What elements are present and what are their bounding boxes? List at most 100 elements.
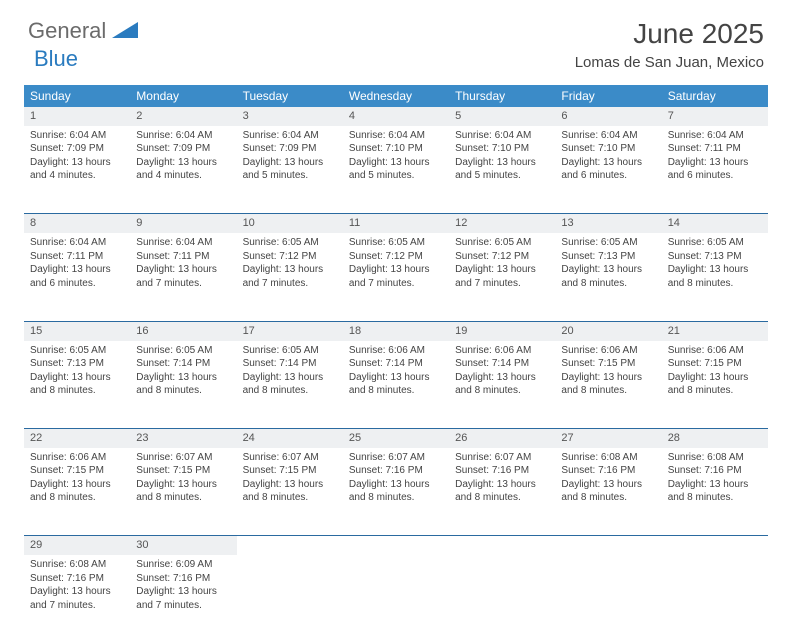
sunrise-line: Sunrise: 6:04 AM [349, 129, 443, 143]
day-body-cell [662, 555, 768, 643]
day-body: Sunrise: 6:06 AMSunset: 7:15 PMDaylight:… [555, 341, 661, 409]
week-body-row: Sunrise: 6:04 AMSunset: 7:09 PMDaylight:… [24, 126, 768, 214]
day-number-cell: 2 [130, 107, 236, 126]
day-body: Sunrise: 6:05 AMSunset: 7:12 PMDaylight:… [343, 233, 449, 301]
sunset-line: Sunset: 7:13 PM [30, 357, 124, 371]
day-number-cell [555, 536, 661, 555]
day-body: Sunrise: 6:06 AMSunset: 7:15 PMDaylight:… [662, 341, 768, 409]
day-body-cell: Sunrise: 6:06 AMSunset: 7:14 PMDaylight:… [449, 341, 555, 429]
day-number-cell [237, 536, 343, 555]
day-body-cell: Sunrise: 6:05 AMSunset: 7:13 PMDaylight:… [662, 233, 768, 321]
day-number-cell: 24 [237, 429, 343, 448]
sunset-line: Sunset: 7:16 PM [561, 464, 655, 478]
day-body: Sunrise: 6:04 AMSunset: 7:09 PMDaylight:… [24, 126, 130, 194]
daylight-line: Daylight: 13 hours and 7 minutes. [136, 263, 230, 290]
sunset-line: Sunset: 7:11 PM [136, 250, 230, 264]
sunset-line: Sunset: 7:10 PM [561, 142, 655, 156]
sunrise-line: Sunrise: 6:04 AM [136, 129, 230, 143]
day-body-cell: Sunrise: 6:06 AMSunset: 7:15 PMDaylight:… [24, 448, 130, 536]
week-num-row: 1234567 [24, 107, 768, 126]
day-number-cell: 22 [24, 429, 130, 448]
sunrise-line: Sunrise: 6:07 AM [136, 451, 230, 465]
day-number-cell [449, 536, 555, 555]
day-body-cell: Sunrise: 6:08 AMSunset: 7:16 PMDaylight:… [24, 555, 130, 643]
day-body-cell: Sunrise: 6:04 AMSunset: 7:10 PMDaylight:… [343, 126, 449, 214]
sunrise-line: Sunrise: 6:07 AM [243, 451, 337, 465]
daylight-line: Daylight: 13 hours and 8 minutes. [455, 478, 549, 505]
sunrise-line: Sunrise: 6:05 AM [668, 236, 762, 250]
sunset-line: Sunset: 7:15 PM [561, 357, 655, 371]
day-body-cell: Sunrise: 6:04 AMSunset: 7:11 PMDaylight:… [24, 233, 130, 321]
week-num-row: 22232425262728 [24, 429, 768, 448]
daylight-line: Daylight: 13 hours and 4 minutes. [30, 156, 124, 183]
sunrise-line: Sunrise: 6:06 AM [30, 451, 124, 465]
week-num-row: 15161718192021 [24, 321, 768, 340]
week-body-row: Sunrise: 6:05 AMSunset: 7:13 PMDaylight:… [24, 341, 768, 429]
location-label: Lomas de San Juan, Mexico [575, 54, 764, 71]
day-body: Sunrise: 6:07 AMSunset: 7:15 PMDaylight:… [237, 448, 343, 516]
sunrise-line: Sunrise: 6:04 AM [455, 129, 549, 143]
logo-text-general: General [28, 18, 106, 44]
sunset-line: Sunset: 7:12 PM [243, 250, 337, 264]
day-number-cell: 27 [555, 429, 661, 448]
daylight-line: Daylight: 13 hours and 7 minutes. [30, 585, 124, 612]
sunset-line: Sunset: 7:14 PM [243, 357, 337, 371]
day-number-cell: 9 [130, 214, 236, 233]
day-body-cell: Sunrise: 6:06 AMSunset: 7:15 PMDaylight:… [662, 341, 768, 429]
sunrise-line: Sunrise: 6:08 AM [561, 451, 655, 465]
day-body-cell: Sunrise: 6:04 AMSunset: 7:11 PMDaylight:… [130, 233, 236, 321]
day-body: Sunrise: 6:08 AMSunset: 7:16 PMDaylight:… [555, 448, 661, 516]
daylight-line: Daylight: 13 hours and 7 minutes. [455, 263, 549, 290]
sunrise-line: Sunrise: 6:05 AM [243, 236, 337, 250]
day-body: Sunrise: 6:04 AMSunset: 7:11 PMDaylight:… [662, 126, 768, 194]
day-number-cell: 20 [555, 321, 661, 340]
daylight-line: Daylight: 13 hours and 7 minutes. [243, 263, 337, 290]
daylight-line: Daylight: 13 hours and 8 minutes. [349, 371, 443, 398]
day-number-cell: 30 [130, 536, 236, 555]
day-body: Sunrise: 6:05 AMSunset: 7:13 PMDaylight:… [662, 233, 768, 301]
daylight-line: Daylight: 13 hours and 8 minutes. [30, 371, 124, 398]
sunrise-line: Sunrise: 6:04 AM [243, 129, 337, 143]
sunset-line: Sunset: 7:10 PM [455, 142, 549, 156]
sunrise-line: Sunrise: 6:05 AM [243, 344, 337, 358]
day-body-cell [449, 555, 555, 643]
day-body: Sunrise: 6:04 AMSunset: 7:10 PMDaylight:… [555, 126, 661, 194]
week-num-row: 891011121314 [24, 214, 768, 233]
day-body: Sunrise: 6:04 AMSunset: 7:11 PMDaylight:… [130, 233, 236, 301]
day-body-cell: Sunrise: 6:05 AMSunset: 7:14 PMDaylight:… [237, 341, 343, 429]
day-body-cell: Sunrise: 6:04 AMSunset: 7:09 PMDaylight:… [24, 126, 130, 214]
day-body-cell: Sunrise: 6:07 AMSunset: 7:16 PMDaylight:… [449, 448, 555, 536]
day-number-cell: 15 [24, 321, 130, 340]
sunrise-line: Sunrise: 6:08 AM [668, 451, 762, 465]
day-body-cell: Sunrise: 6:05 AMSunset: 7:13 PMDaylight:… [24, 341, 130, 429]
sunset-line: Sunset: 7:16 PM [668, 464, 762, 478]
day-number-cell: 3 [237, 107, 343, 126]
sunrise-line: Sunrise: 6:04 AM [668, 129, 762, 143]
day-body: Sunrise: 6:04 AMSunset: 7:09 PMDaylight:… [130, 126, 236, 194]
sunset-line: Sunset: 7:16 PM [349, 464, 443, 478]
weekday-tuesday: Tuesday [237, 85, 343, 107]
sunset-line: Sunset: 7:09 PM [243, 142, 337, 156]
day-body-cell: Sunrise: 6:05 AMSunset: 7:13 PMDaylight:… [555, 233, 661, 321]
daylight-line: Daylight: 13 hours and 8 minutes. [561, 263, 655, 290]
daylight-line: Daylight: 13 hours and 8 minutes. [668, 478, 762, 505]
daylight-line: Daylight: 13 hours and 8 minutes. [136, 371, 230, 398]
sunrise-line: Sunrise: 6:04 AM [561, 129, 655, 143]
calendar-body: 1234567Sunrise: 6:04 AMSunset: 7:09 PMDa… [24, 107, 768, 643]
daylight-line: Daylight: 13 hours and 8 minutes. [668, 371, 762, 398]
day-number-cell: 13 [555, 214, 661, 233]
header: General June 2025 Lomas de San Juan, Mex… [0, 0, 792, 79]
sunset-line: Sunset: 7:09 PM [30, 142, 124, 156]
day-body: Sunrise: 6:05 AMSunset: 7:13 PMDaylight:… [24, 341, 130, 409]
day-body: Sunrise: 6:04 AMSunset: 7:09 PMDaylight:… [237, 126, 343, 194]
sunrise-line: Sunrise: 6:05 AM [30, 344, 124, 358]
day-body: Sunrise: 6:05 AMSunset: 7:14 PMDaylight:… [130, 341, 236, 409]
sunset-line: Sunset: 7:13 PM [668, 250, 762, 264]
daylight-line: Daylight: 13 hours and 8 minutes. [668, 263, 762, 290]
day-body-cell: Sunrise: 6:04 AMSunset: 7:09 PMDaylight:… [237, 126, 343, 214]
week-num-row: 2930 [24, 536, 768, 555]
daylight-line: Daylight: 13 hours and 7 minutes. [349, 263, 443, 290]
day-number-cell: 17 [237, 321, 343, 340]
sunset-line: Sunset: 7:16 PM [136, 572, 230, 586]
day-body: Sunrise: 6:04 AMSunset: 7:10 PMDaylight:… [449, 126, 555, 194]
